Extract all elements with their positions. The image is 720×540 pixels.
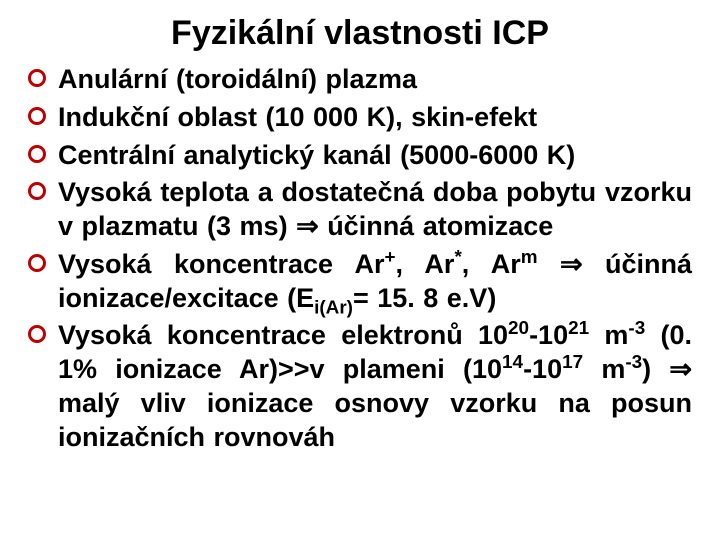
bullet-icon — [28, 145, 48, 165]
arrow-icon: ⇒ — [669, 354, 692, 384]
bullet-icon — [28, 69, 48, 89]
bullet-icon — [28, 182, 48, 202]
item-text: Vysoká koncentrace elektronů 1020-1021 m… — [58, 319, 692, 454]
superscript: 21 — [568, 318, 589, 339]
superscript: -3 — [625, 352, 642, 373]
text-part: -10 — [529, 320, 568, 350]
list-item: Vysoká koncentrace elektronů 1020-1021 m… — [28, 319, 692, 454]
text-part: , Ar — [462, 249, 521, 279]
text-part: Vysoká koncentrace elektronů 10 — [58, 320, 508, 350]
superscript: -3 — [628, 318, 645, 339]
text-part: malý vliv ionizace osnovy vzorku na posu… — [58, 388, 692, 452]
item-text: Anulární (toroidální) plazma — [58, 63, 692, 97]
text-part: Vysoká koncentrace Ar — [58, 249, 384, 279]
superscript: m — [521, 247, 538, 268]
bullet-icon — [28, 107, 48, 127]
bullet-icon — [28, 254, 48, 274]
superscript: * — [454, 247, 461, 268]
superscript: 14 — [502, 352, 523, 373]
item-text: Vysoká koncentrace Ar+, Ar*, Arm ⇒ účinn… — [58, 248, 692, 316]
text-part: , Ar — [396, 249, 455, 279]
text-part: = 15. 8 e.V) — [353, 283, 496, 313]
item-text: Indukční oblast (10 000 K), skin-efekt — [58, 101, 692, 135]
arrow-icon: ⇒ — [560, 249, 583, 279]
text-part: účinná atomizace — [319, 211, 554, 241]
list-item: Centrální analytický kanál (5000-6000 K) — [28, 139, 692, 173]
subscript: i(Ar) — [314, 297, 353, 318]
superscript: + — [384, 247, 395, 268]
text-part: m — [583, 354, 625, 384]
list-item: Vysoká koncentrace Ar+, Ar*, Arm ⇒ účinn… — [28, 248, 692, 316]
arrow-icon: ⇒ — [296, 211, 319, 241]
bullet-icon — [28, 325, 48, 345]
list-item: Anulární (toroidální) plazma — [28, 63, 692, 97]
slide: Fyzikální vlastnosti ICP Anulární (toroi… — [0, 0, 720, 540]
list-item: Indukční oblast (10 000 K), skin-efekt — [28, 101, 692, 135]
list-item: Vysoká teplota a dostatečná doba pobytu … — [28, 176, 692, 244]
superscript: 20 — [508, 318, 529, 339]
text-part — [538, 249, 560, 279]
slide-title: Fyzikální vlastnosti ICP — [28, 14, 692, 53]
item-text: Vysoká teplota a dostatečná doba pobytu … — [58, 176, 692, 244]
text-part: m — [589, 320, 628, 350]
text-part: ) — [642, 354, 651, 384]
superscript: 17 — [562, 352, 583, 373]
item-text: Centrální analytický kanál (5000-6000 K) — [58, 139, 692, 173]
text-part: -10 — [523, 354, 562, 384]
